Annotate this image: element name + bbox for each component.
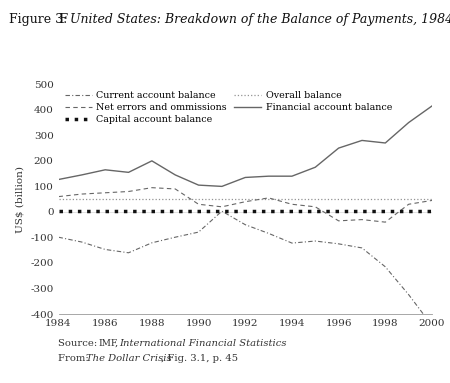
Text: Figure 3:: Figure 3: (9, 13, 71, 26)
Legend: Current account balance, Net errors and ommissions, Capital account balance, Ove: Current account balance, Net errors and … (63, 89, 394, 126)
Text: IMF: IMF (98, 339, 117, 348)
Text: The Dollar Crisis: The Dollar Crisis (86, 354, 172, 363)
Text: United States: Breakdown of the Balance of Payments, 1984–2000: United States: Breakdown of the Balance … (70, 13, 450, 26)
Text: International Financial Statistics: International Financial Statistics (119, 339, 287, 348)
Text: ,: , (115, 339, 121, 348)
Y-axis label: US$ (billion): US$ (billion) (16, 166, 25, 232)
Text: , Fig. 3.1, p. 45: , Fig. 3.1, p. 45 (161, 354, 238, 363)
Text: F: F (58, 13, 68, 26)
Text: From:: From: (58, 354, 92, 363)
Text: Source:: Source: (58, 339, 101, 348)
